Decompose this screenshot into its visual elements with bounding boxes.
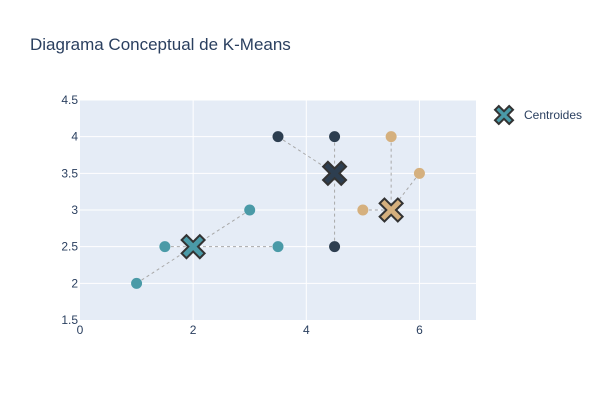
y-tick-label: 1.5: [61, 313, 78, 327]
legend-label-centroides: Centroides: [524, 108, 582, 122]
x-tick-label: 4: [303, 323, 310, 337]
x-tick-label: 2: [190, 323, 197, 337]
data-point: [413, 167, 425, 179]
legend[interactable]: Centroides: [493, 104, 582, 126]
y-tick-label: 2: [71, 276, 78, 290]
x-tick-label: 6: [416, 323, 423, 337]
y-tick-label: 4.5: [61, 93, 78, 107]
y-tick-label: 3: [71, 203, 78, 217]
data-point: [159, 241, 171, 253]
centroid-marker: [180, 233, 207, 260]
centroid-marker: [321, 160, 348, 187]
y-tick-label: 4: [71, 130, 78, 144]
centroid-marker: [378, 197, 405, 223]
data-point: [272, 131, 284, 143]
x-tick-label: 0: [77, 323, 84, 337]
data-point: [131, 277, 143, 289]
legend-x-icon: [493, 104, 515, 126]
data-point: [385, 131, 397, 143]
data-point: [244, 204, 256, 216]
y-tick-label: 3.5: [61, 166, 78, 180]
y-tick-label: 2.5: [61, 240, 78, 254]
chart-title: Diagrama Conceptual de K-Means: [30, 35, 291, 54]
data-point: [357, 204, 369, 216]
data-point: [329, 241, 341, 253]
data-point: [329, 131, 341, 143]
legend-centroid-marker: [493, 104, 515, 126]
data-point: [272, 241, 284, 253]
